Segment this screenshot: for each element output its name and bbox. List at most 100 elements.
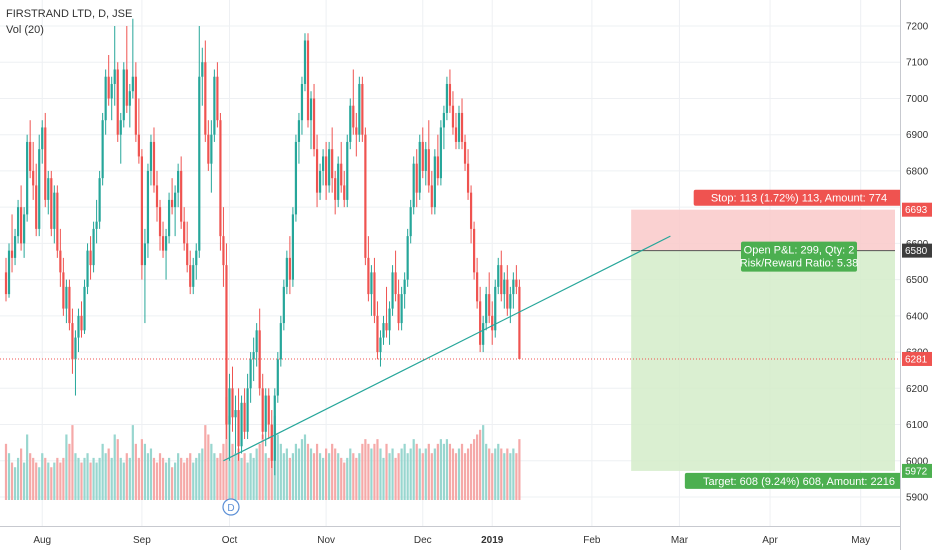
candle-body: [116, 69, 119, 135]
candle-body: [294, 141, 298, 215]
volume-bar: [409, 448, 412, 500]
volume-bar: [282, 453, 285, 500]
candle-body: [291, 214, 294, 280]
time-tick-label: Apr: [762, 535, 778, 546]
candle-body: [273, 395, 276, 461]
volume-bar: [252, 457, 255, 500]
candle-body: [59, 250, 62, 273]
candle-body: [403, 279, 406, 295]
volume-bar: [376, 439, 379, 500]
price-tick-label: 6200: [906, 384, 929, 395]
candle-body: [264, 395, 267, 432]
volume-bar: [358, 453, 361, 500]
candle-body: [388, 308, 391, 331]
volume-bar: [155, 462, 159, 500]
volume-bar: [225, 397, 228, 500]
price-tag-current: 6281: [902, 351, 932, 366]
candle-body: [125, 69, 128, 106]
candle-body: [276, 359, 279, 396]
candle-body: [137, 134, 140, 157]
candle-body: [62, 272, 65, 309]
volume-bar: [204, 425, 207, 500]
volume-bar: [152, 457, 156, 500]
volume-bar: [116, 439, 119, 500]
candle-body: [65, 286, 68, 309]
candle-body: [352, 105, 355, 128]
volume-bar: [412, 439, 415, 500]
time-axis[interactable]: Aug Sep Oct Nov Dec 2019 Feb Mar Apr May: [0, 526, 900, 551]
candle-body: [400, 294, 403, 324]
volume-bar: [318, 453, 322, 500]
volume-bar: [506, 448, 509, 500]
candle-body: [364, 134, 367, 258]
volume-bar: [361, 443, 364, 500]
time-tick-label: Oct: [222, 535, 238, 546]
volume-indicator-title[interactable]: Vol (20): [6, 24, 44, 36]
candle-body: [222, 236, 225, 266]
chart-area[interactable]: Stop: 113 (1.72%) 113, Amount: 774 Target…: [0, 0, 900, 526]
volume-bar: [349, 448, 352, 500]
price-tag-text: 6281: [905, 354, 928, 365]
candle-body: [497, 265, 500, 287]
volume-bar: [192, 462, 195, 500]
volume-bar: [485, 443, 488, 500]
volume-bar: [325, 448, 328, 500]
candle-body: [355, 127, 358, 135]
volume-bar: [509, 453, 512, 500]
time-tick-label: Mar: [671, 535, 689, 546]
candle-body: [325, 156, 328, 186]
target-label-bg: [684, 472, 900, 489]
price-tick-label: 5900: [906, 493, 929, 504]
candle-body: [409, 207, 412, 237]
dividend-marker[interactable]: D: [222, 498, 240, 516]
price-axis[interactable]: 5900600061006200630064006500660067006800…: [900, 0, 932, 550]
target-label-text: Target: 608 (9.24%) 608, Amount: 2216: [703, 476, 895, 488]
candle-body: [119, 120, 122, 135]
candle-body: [424, 149, 427, 171]
volume-bar: [276, 434, 279, 500]
volume-bar: [113, 434, 116, 500]
price-chart[interactable]: Stop: 113 (1.72%) 113, Amount: 774 Target…: [0, 0, 900, 526]
volume-bar: [322, 457, 325, 500]
candle-body: [155, 185, 159, 208]
volume-bar: [400, 448, 403, 500]
volume-bar: [479, 429, 482, 500]
volume-bar: [68, 443, 71, 500]
candle-body: [68, 286, 71, 324]
candle-body: [134, 76, 137, 135]
symbol-title[interactable]: FIRSTRAND LTD, D, JSE: [6, 8, 133, 20]
volume-bar: [20, 448, 23, 500]
volume-bar: [234, 453, 237, 500]
candle-body: [370, 272, 373, 295]
candle-body: [44, 127, 47, 200]
candle-body: [47, 178, 50, 200]
volume-bar: [71, 425, 74, 500]
candle-body: [246, 388, 249, 432]
price-tag-target: 5972: [902, 463, 932, 478]
volume-bar: [430, 453, 433, 500]
volume-bar: [512, 448, 515, 500]
volume-bar: [231, 443, 234, 500]
candle-body: [515, 279, 518, 287]
volume-bar: [59, 462, 62, 500]
candle-body: [500, 265, 503, 295]
chart-legend: FIRSTRAND LTD, D, JSE Vol (20): [6, 6, 132, 38]
candle-body: [74, 337, 77, 360]
volume-bar: [110, 457, 113, 500]
volume-bar: [451, 448, 455, 500]
volume-bar: [309, 448, 313, 500]
candle-body: [128, 91, 131, 106]
candle-body: [240, 402, 243, 447]
volume-bar: [80, 462, 83, 500]
candle-body: [415, 163, 418, 193]
volume-bar: [267, 457, 270, 500]
volume-bar: [312, 453, 316, 500]
candle-body: [122, 69, 125, 121]
volume-bar: [279, 443, 282, 500]
candle-body: [421, 141, 424, 171]
candle-body: [279, 323, 282, 360]
volume-bar: [488, 448, 491, 500]
candle-body: [509, 294, 512, 309]
price-tag-bg: [902, 202, 932, 217]
